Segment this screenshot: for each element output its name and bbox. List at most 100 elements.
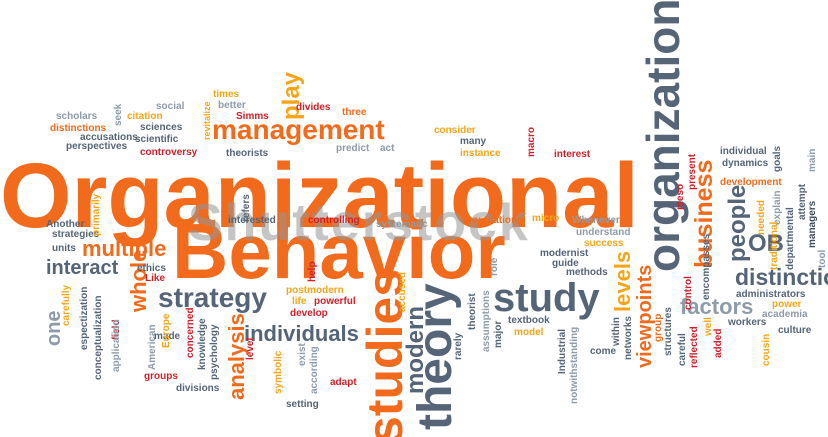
word-another: Another: [46, 219, 85, 230]
word-cousin: cousin: [761, 333, 772, 366]
word-success: success: [584, 238, 624, 249]
word-macro: macro: [526, 126, 537, 157]
word-development: development: [720, 177, 782, 188]
word-divisions: divisions: [176, 383, 220, 394]
word-traditional: traditional: [769, 221, 780, 270]
word-managers: managers: [807, 200, 818, 248]
word-workers: workers: [728, 317, 767, 328]
word-added: added: [713, 328, 724, 358]
word-application: application: [111, 319, 122, 372]
word-controversy: controversy: [140, 147, 198, 158]
word-tool: tool: [817, 249, 828, 268]
word-interested: interested: [228, 215, 276, 226]
word-methods: methods: [566, 267, 608, 278]
word-organizational: Organizational: [0, 145, 639, 247]
word-times: times: [213, 89, 240, 100]
word-assumptions: assumptions: [481, 290, 492, 352]
word-within: within: [611, 317, 622, 346]
word-networks: networks: [623, 316, 634, 360]
word-divides: divides: [296, 102, 331, 113]
word-industrial: Industrial: [557, 328, 568, 374]
word-postmodern: postmodern: [286, 285, 344, 296]
word-dynamics: dynamics: [722, 158, 769, 169]
word-come: come: [590, 346, 617, 357]
word-multiple: multiple: [82, 236, 167, 261]
word-encompasses: encompasses: [701, 233, 712, 300]
word-behavior: Behavior: [172, 207, 506, 295]
word-culture: culture: [778, 325, 812, 336]
word-understand: understand: [576, 227, 631, 238]
word-many: many: [460, 136, 487, 147]
word-interact: interact: [46, 257, 119, 279]
word-adapt: adapt: [330, 377, 357, 388]
word-units: units: [52, 243, 76, 254]
word-theorist: theorist: [467, 293, 478, 330]
word-power: power: [772, 299, 802, 310]
word-levels: levels: [610, 250, 635, 312]
word-predict: predict: [336, 143, 370, 154]
word-individuals: individuals: [244, 321, 359, 346]
word-europe: Europe: [161, 313, 172, 348]
word-revitalize: revitalize: [202, 101, 212, 140]
word-study: study: [493, 276, 600, 320]
word-administrators: administrators: [736, 289, 806, 300]
word-exist: exist: [297, 343, 308, 366]
word-factors: factors: [680, 294, 754, 319]
word-control: control: [683, 276, 694, 310]
word-strategy: strategy: [158, 282, 267, 313]
word-individual: individual: [720, 146, 767, 157]
word-rarely: rarely: [453, 332, 464, 360]
word-needed: needed: [756, 199, 767, 235]
word-distinctions: distinctions: [50, 123, 107, 134]
word-departmental: departmental: [785, 207, 796, 270]
word-powerful: powerful: [314, 296, 356, 307]
word-model: model: [514, 327, 544, 338]
word-level: level: [245, 337, 256, 360]
word-organizations: organizations: [637, 0, 689, 272]
word-guide: guide: [552, 258, 579, 269]
word-concerned: concerned: [185, 307, 196, 358]
word-management: management: [212, 114, 385, 145]
word-scholars: scholars: [56, 111, 98, 122]
word-structures: structures: [663, 307, 674, 356]
word-citation: citation: [127, 111, 163, 122]
word-careful: careful: [677, 333, 688, 366]
word-groups: groups: [144, 371, 178, 382]
word-modern: modern: [402, 305, 429, 394]
word-psychology: psychology: [209, 324, 220, 380]
word-simms: Simms: [236, 111, 269, 122]
word-carefully: carefully: [61, 284, 72, 326]
word-social: social: [156, 101, 185, 112]
word-according: according: [309, 346, 320, 394]
word-explain: explain: [772, 190, 783, 225]
word-textbook: textbook: [508, 315, 550, 326]
word-life: life: [292, 296, 307, 307]
word-conceptualization: conceptualization: [93, 295, 104, 380]
word-people: people: [724, 184, 751, 262]
word-act: act: [380, 143, 395, 154]
word-espectization: espectization: [79, 286, 90, 350]
word-accused: accused: [397, 271, 408, 312]
word-reflected: reflected: [689, 326, 700, 368]
word-perspectives: perspectives: [66, 141, 128, 152]
word-seek: seek: [113, 103, 124, 126]
word-strategies: strategies: [52, 229, 100, 240]
word-academia: academia: [762, 309, 808, 320]
word-develop: develop: [290, 308, 328, 319]
word-american: American: [147, 324, 158, 370]
word-ethics: ethics: [137, 263, 166, 274]
word-ob: OB: [748, 230, 784, 257]
word-accusations: accusations: [80, 132, 138, 143]
word-modernist: modernist: [540, 248, 589, 259]
word-present: present: [687, 153, 698, 190]
word-scientific: scientific: [135, 134, 179, 145]
word-major: major: [493, 320, 504, 348]
word-goals: goals: [772, 145, 783, 172]
word-meso: meso: [675, 183, 686, 210]
word-sciences: sciences: [140, 122, 183, 133]
word-systematic: systematic: [376, 219, 428, 230]
word-like: Like: [145, 273, 166, 284]
word-populations: populations: [466, 215, 523, 226]
word-main: main: [807, 148, 818, 172]
